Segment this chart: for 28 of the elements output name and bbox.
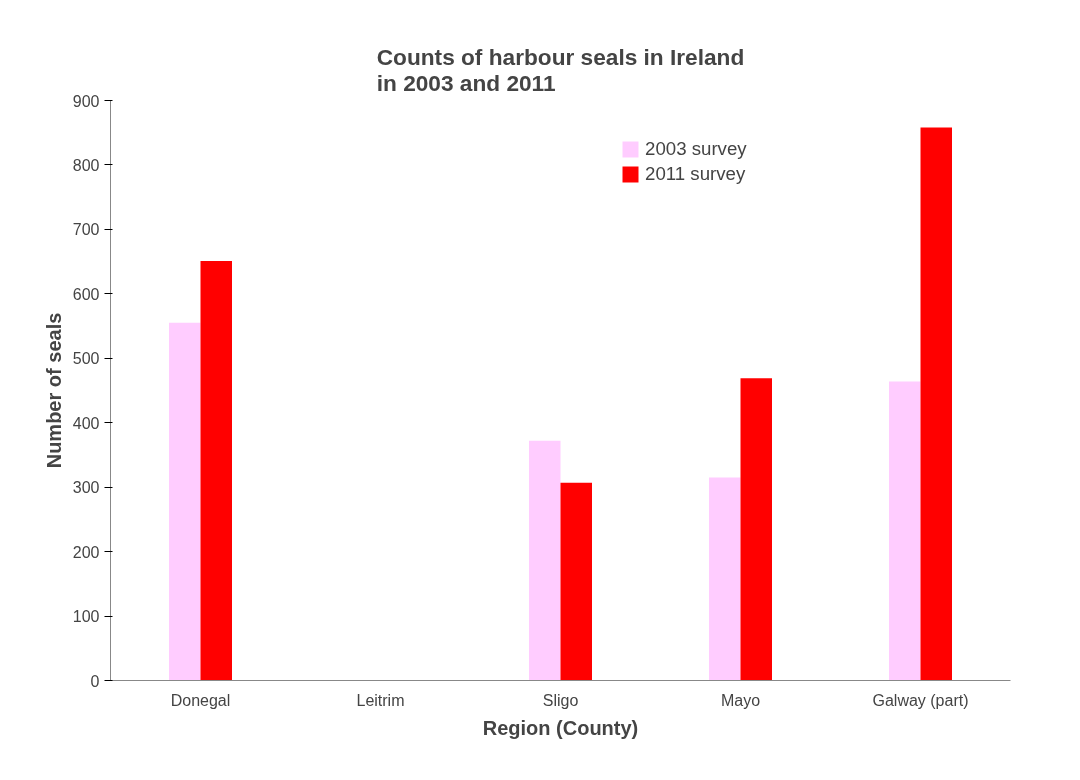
y-tick-label: 600	[72, 285, 100, 303]
bar	[920, 127, 952, 681]
x-tick-label: Leitrim	[356, 691, 405, 709]
chart-title: Counts of harbour seals in Ireland in 2003 and 2011	[376, 43, 745, 96]
y-tick-label: 100	[72, 608, 100, 626]
x-tick-label: Donegal	[170, 691, 231, 709]
y-tick-label: 300	[72, 479, 100, 497]
y-axis-title: Number of seals	[42, 312, 65, 469]
y-tick-label: 200	[72, 543, 100, 561]
bar	[169, 322, 201, 681]
y-tick-label: 0	[90, 672, 100, 690]
y-tick-label: 400	[72, 414, 100, 432]
bar	[200, 260, 232, 681]
x-tick-label: Galway (part)	[872, 691, 969, 709]
bar	[560, 482, 592, 681]
bar	[889, 381, 921, 681]
legend-label: 2003 survey	[645, 138, 747, 160]
y-tick-label: 800	[72, 156, 100, 174]
bar	[740, 378, 772, 681]
bar	[529, 440, 561, 681]
y-tick-label: 500	[72, 350, 100, 368]
x-tick-label: Sligo	[542, 691, 579, 709]
x-tick-label: Mayo	[720, 691, 761, 709]
y-tick-label: 700	[72, 221, 100, 239]
y-tick-label: 900	[72, 92, 100, 110]
legend-label: 2011 survey	[645, 163, 746, 185]
bar	[709, 477, 741, 681]
x-axis-title: Region (County)	[482, 716, 639, 739]
